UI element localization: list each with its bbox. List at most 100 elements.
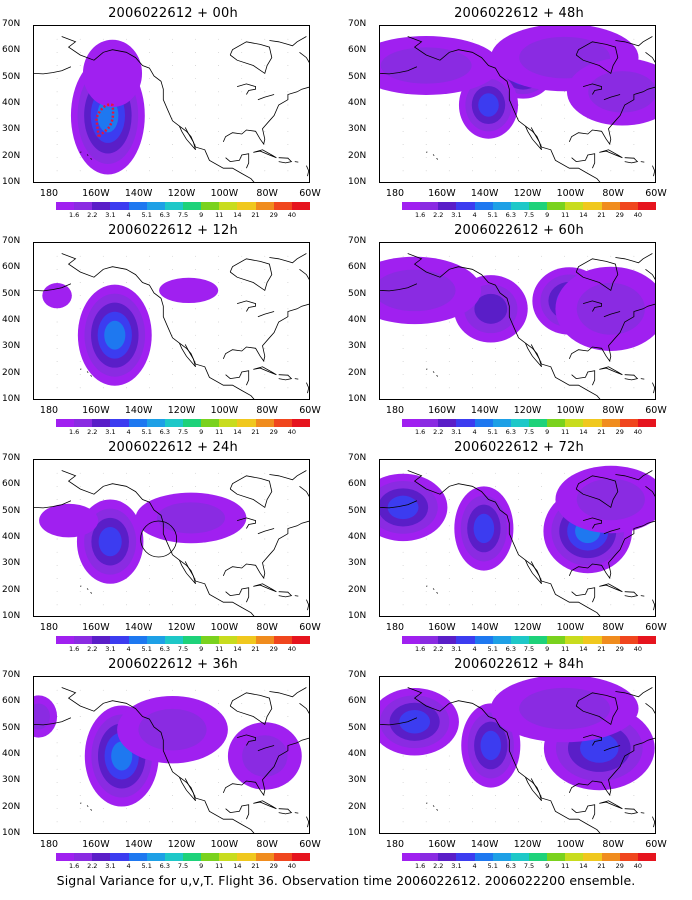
colorbar-swatch xyxy=(583,636,602,644)
map-panel: 2006022612 + 24h 70N 60N 50N 40N 30N 20N 10N 180… xyxy=(0,434,346,653)
variance-contour xyxy=(478,93,499,117)
colorbar-swatch xyxy=(110,419,129,427)
y-tick-label: 70N xyxy=(2,19,21,29)
x-tick-label: 120W xyxy=(167,622,196,633)
map-area xyxy=(379,242,656,400)
map-area xyxy=(33,25,310,183)
colorbar-swatch xyxy=(456,419,475,427)
coastline xyxy=(222,485,309,579)
x-tick-label: 140W xyxy=(470,839,499,850)
x-tick-label: 100W xyxy=(556,188,585,199)
colorbar-label: 40 xyxy=(633,428,642,436)
colorbar-label: 9 xyxy=(545,211,550,219)
colorbar-label: 29 xyxy=(615,428,624,436)
coastline xyxy=(640,812,645,814)
colorbar-label: 6.3 xyxy=(505,862,517,870)
map-canvas xyxy=(34,253,309,399)
colorbar-label: 1.6 xyxy=(414,645,426,653)
colorbar-swatch xyxy=(402,636,421,644)
colorbar-swatch xyxy=(255,419,274,427)
colorbar-label: 1.6 xyxy=(414,428,426,436)
coastline xyxy=(426,368,428,370)
coastlines xyxy=(34,687,309,833)
variance-contour xyxy=(34,703,50,730)
coastline xyxy=(61,253,255,399)
coastline xyxy=(179,776,196,802)
y-tick-label: 60N xyxy=(2,696,21,707)
colorbar-swatch xyxy=(510,636,529,644)
coastline xyxy=(407,253,601,399)
coastline xyxy=(90,157,93,160)
coastline xyxy=(603,745,621,752)
y-tick-label: 70N xyxy=(348,236,367,246)
colorbar-label: 6.3 xyxy=(505,211,517,219)
coastline xyxy=(436,591,439,594)
coastline xyxy=(571,587,596,603)
y-tick-label: 40N xyxy=(348,315,367,325)
x-tick-label: 160W xyxy=(82,188,110,199)
colorbar-label: 1.6 xyxy=(68,211,80,219)
colorbar-labels: 1.6 2.2 3.1 4 5.1 6.3 7.5 9 11 14 21 29 40 xyxy=(56,428,310,436)
y-tick-label: 70N xyxy=(348,453,367,463)
variance-contour xyxy=(156,502,226,534)
x-tick-label: 60W xyxy=(645,405,667,416)
colorbar-swatch xyxy=(492,636,511,644)
colorbar-swatch xyxy=(619,636,638,644)
y-tick-label: 30N xyxy=(2,775,21,786)
coastline xyxy=(640,595,645,597)
colorbar-label: 29 xyxy=(269,862,278,870)
colorbar-swatch xyxy=(528,636,548,644)
coastline xyxy=(380,66,418,75)
y-tick-label: 10N xyxy=(348,394,367,404)
colorbar-label: 5.1 xyxy=(141,211,152,219)
y-tick-label: 50N xyxy=(2,722,21,733)
y-tick-label: 10N xyxy=(2,394,21,404)
colorbar-label: 5.1 xyxy=(487,862,498,870)
coastline xyxy=(253,149,277,159)
map-canvas xyxy=(34,470,309,616)
colorbar-swatch xyxy=(528,853,548,861)
colorbar-label: 40 xyxy=(633,862,642,870)
colorbar-swatch xyxy=(565,636,584,644)
colorbar-swatch xyxy=(56,853,75,861)
x-tick-label: 180 xyxy=(39,622,59,633)
coastline xyxy=(568,268,655,362)
y-tick-label: 60N xyxy=(348,45,367,56)
coastline xyxy=(380,500,418,509)
x-tick-label: 60W xyxy=(645,622,667,633)
colorbar-label: 9 xyxy=(199,211,204,219)
x-tick-label: 180 xyxy=(39,188,59,199)
colorbar-swatch xyxy=(565,419,584,427)
coastline xyxy=(253,800,277,810)
colorbar-label: 3.1 xyxy=(105,862,116,870)
coastline xyxy=(525,342,542,368)
coastline xyxy=(278,374,293,381)
variance-contour xyxy=(380,47,472,84)
y-tick-label: 10N xyxy=(2,177,21,187)
coastline xyxy=(269,36,307,47)
map-panel: 2006022612 + 48h 70N 60N 50N 40N 30N 20N 10N 180… xyxy=(346,0,692,219)
variance-field xyxy=(380,26,655,139)
coastline xyxy=(179,125,196,151)
variance-field xyxy=(380,465,655,574)
coastline xyxy=(640,161,645,163)
coastline xyxy=(236,300,257,312)
coastline xyxy=(432,154,435,156)
colorbar-swatch xyxy=(474,636,493,644)
colorbar-label: 21 xyxy=(597,645,606,653)
colorbar-label: 4 xyxy=(126,428,131,436)
colorbar-label: 14 xyxy=(233,645,242,653)
y-tick-label: 50N xyxy=(2,71,21,82)
y-tick-label: 70N xyxy=(2,670,21,680)
x-tick-label: 80W xyxy=(602,405,624,416)
colorbar-swatch xyxy=(128,419,147,427)
coastline xyxy=(407,470,601,616)
colorbar-label: 40 xyxy=(287,211,296,219)
variance-contour xyxy=(580,733,619,763)
y-tick-label: 30N xyxy=(2,558,21,569)
x-tick-label: 140W xyxy=(124,839,153,850)
y-tick-label: 60N xyxy=(2,479,21,490)
map-canvas xyxy=(380,253,655,399)
colorbar-label: 11 xyxy=(561,211,570,219)
x-tick-label: 140W xyxy=(124,188,153,199)
